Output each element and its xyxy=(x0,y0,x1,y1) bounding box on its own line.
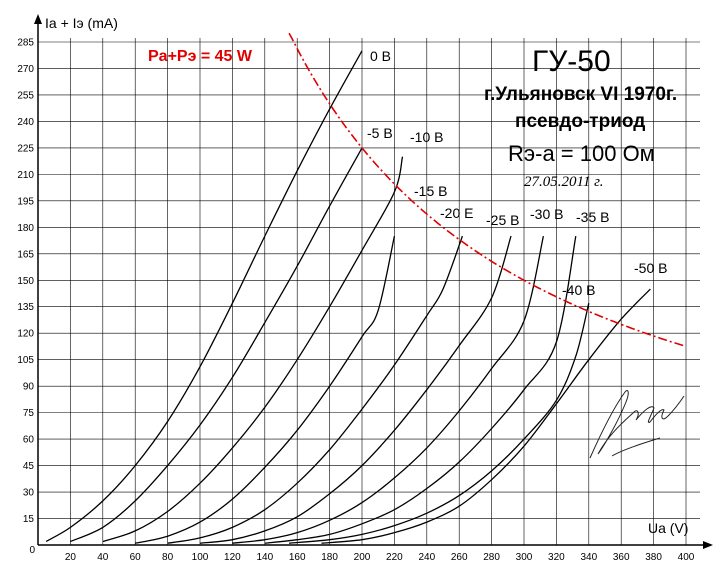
y-tick-label: 135 xyxy=(17,302,34,313)
y-tick-label: 150 xyxy=(17,276,34,287)
y-tick-label: 285 xyxy=(17,38,34,49)
x-tick-label: 0 xyxy=(29,545,35,556)
x-tick-label: 380 xyxy=(645,552,662,563)
x-tick-label: 320 xyxy=(548,552,565,563)
y-tick-label: 30 xyxy=(23,488,35,499)
x-tick-label: 200 xyxy=(354,552,371,563)
y-tick-label: 15 xyxy=(23,514,35,525)
x-axis-arrow xyxy=(703,541,713,549)
series-line xyxy=(167,235,464,544)
factory-note: г.Ульяновск VI 1970г. xyxy=(484,84,677,105)
x-tick-label: 260 xyxy=(451,552,468,563)
series-lines xyxy=(45,50,651,544)
power-limit-curve xyxy=(288,32,685,347)
y-tick-label: 165 xyxy=(17,249,34,260)
y-axis-label: Ia + Iэ (mA) xyxy=(45,15,118,31)
x-tick-label: 160 xyxy=(289,552,306,563)
y-tick-labels: 15 30 45 60 75 90 105 120 135 150 165 180 195 210 225 2… xyxy=(17,38,34,526)
y-tick-label: 75 xyxy=(23,408,35,419)
mode-note: псевдо-триод xyxy=(515,111,645,132)
series-line xyxy=(199,235,512,544)
x-tick-label: 300 xyxy=(516,552,533,563)
series-label: 0 В xyxy=(370,48,391,64)
series-line xyxy=(264,235,577,544)
grid xyxy=(38,38,700,545)
series-label: -10 В xyxy=(410,129,443,145)
y-tick-label: 45 xyxy=(23,461,35,472)
x-tick-label: 20 xyxy=(65,552,77,563)
y-tick-label: 225 xyxy=(17,143,34,154)
chart-title: ГУ-50 xyxy=(532,45,611,78)
x-tick-label: 240 xyxy=(418,552,435,563)
y-tick-label: 195 xyxy=(17,196,34,207)
y-tick-label: 240 xyxy=(17,117,34,128)
series-label: -50 В xyxy=(634,260,667,276)
signature-image xyxy=(589,389,685,459)
series-label: -40 В xyxy=(562,282,595,298)
series-label: -25 В xyxy=(486,212,519,228)
x-tick-label: 140 xyxy=(256,552,273,563)
y-tick-label: 255 xyxy=(17,90,34,101)
resistance-note: Rэ-а = 100 Ом xyxy=(508,141,655,166)
series-label: -35 В xyxy=(576,209,609,225)
series-label: -30 В xyxy=(530,206,563,222)
x-tick-label: 40 xyxy=(97,552,109,563)
x-tick-label: 340 xyxy=(580,552,597,563)
axes xyxy=(34,14,713,549)
series-label: -15 В xyxy=(414,183,447,199)
series-label: -5 В xyxy=(367,125,393,141)
series-labels: 0 В -5 В -10 В -15 В -20 Е -25 В -30 В -35 В -40… xyxy=(367,48,667,298)
power-limit-label: Pa+Pэ = 45 W xyxy=(148,48,253,65)
x-tick-label: 220 xyxy=(386,552,403,563)
series-line xyxy=(289,303,590,544)
series-line xyxy=(135,235,396,544)
date-note: 27.05.2011 г. xyxy=(524,174,604,190)
y-tick-label: 105 xyxy=(17,355,34,366)
x-tick-label: 180 xyxy=(321,552,338,563)
series-line xyxy=(102,156,404,543)
x-tick-label: 80 xyxy=(162,552,174,563)
x-tick-label: 120 xyxy=(224,552,241,563)
series-line xyxy=(45,50,363,543)
y-tick-label: 60 xyxy=(23,435,35,446)
y-tick-label: 90 xyxy=(23,382,35,393)
y-tick-label: 120 xyxy=(17,329,34,340)
y-axis-arrow xyxy=(34,14,42,24)
x-tick-label: 400 xyxy=(678,552,695,563)
x-tick-label: 100 xyxy=(192,552,209,563)
y-tick-label: 210 xyxy=(17,170,34,181)
x-axis-label: Ua (V) xyxy=(648,520,688,536)
y-tick-label: 180 xyxy=(17,223,34,234)
series-label: -20 Е xyxy=(440,205,473,221)
y-tick-label: 270 xyxy=(17,64,34,75)
series-line xyxy=(70,147,363,543)
x-tick-label: 360 xyxy=(613,552,630,563)
series-line xyxy=(321,288,651,544)
x-tick-label: 60 xyxy=(130,552,142,563)
x-tick-labels: 0 20 40 60 80 100 120 140 160 180 200 220 240 260 280 3… xyxy=(29,545,694,563)
series-line xyxy=(232,235,545,544)
x-tick-label: 280 xyxy=(483,552,500,563)
